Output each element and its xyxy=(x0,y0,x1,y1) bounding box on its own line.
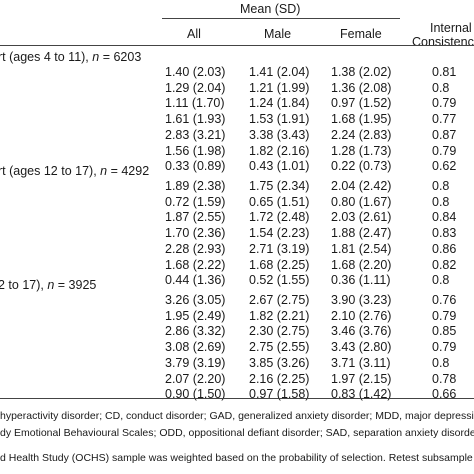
table-cell-mean-male: 0.97 (1.58) xyxy=(249,387,310,402)
table-cell-mean-all: 1.95 (2.49) xyxy=(165,308,226,323)
table-note-line1: hyperactivity disorder; CD, conduct diso… xyxy=(0,410,474,422)
table-cell-mean-all: 1.29 (2.04) xyxy=(165,80,226,95)
table-cell-mean-all: 2.07 (2.20) xyxy=(165,371,226,386)
table-cell-mean-female: 1.68 (1.95) xyxy=(331,112,392,127)
table-cell-mean-all: 1.68 (2.22) xyxy=(165,257,226,272)
header-internal-consistency-line2: Consistency xyxy=(412,35,474,49)
table-cell-mean-all: 0.44 (1.36) xyxy=(165,273,226,288)
table-cell-mean-female: 1.38 (2.02) xyxy=(331,65,392,79)
table-cell-mean-female: 0.22 (0.73) xyxy=(331,159,392,174)
table-cell-internal-consistency: 0.84 xyxy=(432,210,457,225)
table-cell-mean-male: 2.16 (2.25) xyxy=(249,371,310,386)
table-cell-mean-male: 1.21 (1.99) xyxy=(249,80,310,95)
table-cell-mean-female: 2.03 (2.61) xyxy=(331,210,392,225)
table-cell-internal-consistency: 0.76 xyxy=(432,293,457,307)
table-cell-mean-male: 1.72 (2.48) xyxy=(249,210,310,225)
section-label: 2 to 17), n = 3925 xyxy=(0,278,97,292)
table-cell-internal-consistency: 0.79 xyxy=(432,340,457,355)
table-cell-mean-female: 3.46 (3.76) xyxy=(331,324,392,339)
table-cell-mean-all: 1.70 (2.36) xyxy=(165,226,226,241)
table-cell-mean-all: 1.87 (2.55) xyxy=(165,210,226,225)
table-cell-mean-all: 3.79 (3.19) xyxy=(165,355,226,370)
table-note-line3: d Health Study (OCHS) sample was weighte… xyxy=(0,452,474,464)
header-all: All xyxy=(187,27,201,41)
table-cell-mean-male: 1.41 (2.04) xyxy=(249,65,310,79)
table-cell-mean-all: 1.40 (2.03) xyxy=(165,65,226,79)
table-cell-mean-all: 3.26 (3.05) xyxy=(165,293,226,307)
table-cell-mean-male: 2.67 (2.75) xyxy=(249,293,310,307)
table-cell-mean-all: 1.11 (1.70) xyxy=(165,96,225,111)
table-note-line2: dy Emotional Behavioural Scales; ODD, op… xyxy=(0,427,474,439)
table-cell-mean-female: 0.80 (1.67) xyxy=(331,194,392,209)
header-internal-consistency-line1: Internal xyxy=(430,21,472,35)
table-cell-mean-female: 3.90 (3.23) xyxy=(331,293,392,307)
table-cell-internal-consistency: 0.8 xyxy=(432,355,450,370)
table-cell-internal-consistency: 0.79 xyxy=(432,143,457,158)
table-cell-mean-female: 0.36 (1.11) xyxy=(331,273,391,288)
table-cell-internal-consistency: 0.79 xyxy=(432,308,457,323)
table-cell-mean-all: 1.56 (1.98) xyxy=(165,143,226,158)
header-male: Male xyxy=(264,27,292,41)
table-cell-mean-male: 0.65 (1.51) xyxy=(249,194,310,209)
table-cell-mean-male: 2.71 (3.19) xyxy=(249,241,310,256)
table-cell-mean-all: 1.89 (2.38) xyxy=(165,179,226,193)
header-mean-sd: Mean (SD) xyxy=(240,2,301,16)
header-bottom-rule xyxy=(0,45,474,46)
table-cell-mean-all: 2.28 (2.93) xyxy=(165,241,226,256)
table-cell-internal-consistency: 0.79 xyxy=(432,96,457,111)
table-cell-mean-female: 1.81 (2.54) xyxy=(331,241,392,256)
table-cell-mean-female: 3.71 (3.11) xyxy=(331,355,391,370)
table-cell-mean-all: 2.83 (3.21) xyxy=(165,127,226,142)
table-cell-mean-male: 1.75 (2.34) xyxy=(249,179,310,193)
table-cell-mean-all: 0.33 (0.89) xyxy=(165,159,226,174)
table-cell-mean-female: 0.83 (1.42) xyxy=(331,387,392,402)
table-cell-mean-all: 3.08 (2.69) xyxy=(165,340,226,355)
table-cell-mean-male: 1.68 (2.25) xyxy=(249,257,310,272)
table-cell-internal-consistency: 0.87 xyxy=(432,127,457,142)
table-cell-mean-female: 3.43 (2.80) xyxy=(331,340,392,355)
table-cell-internal-consistency: 0.82 xyxy=(432,257,457,272)
table-cell-internal-consistency: 0.62 xyxy=(432,159,457,174)
table-cell-mean-male: 0.52 (1.55) xyxy=(249,273,310,288)
table-cell-internal-consistency: 0.8 xyxy=(432,179,450,193)
table-cell-mean-female: 2.10 (2.76) xyxy=(331,308,392,323)
table-cell-internal-consistency: 0.8 xyxy=(432,194,450,209)
header-mean-sd-rule xyxy=(162,18,400,19)
table-cell-mean-female: 2.04 (2.42) xyxy=(331,179,392,193)
table-cell-mean-male: 1.82 (2.21) xyxy=(249,308,310,323)
table-cell-internal-consistency: 0.8 xyxy=(432,80,450,95)
table-cell-mean-male: 3.85 (3.26) xyxy=(249,355,310,370)
table-cell-internal-consistency: 0.78 xyxy=(432,371,457,386)
table-cell-mean-female: 1.36 (2.08) xyxy=(331,80,392,95)
table-cell-internal-consistency: 0.66 xyxy=(432,387,457,402)
table-cell-internal-consistency: 0.83 xyxy=(432,226,457,241)
table-cell-mean-male: 1.82 (2.16) xyxy=(249,143,310,158)
table-cell-mean-all: 0.72 (1.59) xyxy=(165,194,226,209)
table-cell-mean-all: 1.61 (1.93) xyxy=(165,112,226,127)
table-cell-mean-male: 1.24 (1.84) xyxy=(249,96,310,111)
table-cell-internal-consistency: 0.86 xyxy=(432,241,457,256)
table-cell-mean-male: 2.30 (2.75) xyxy=(249,324,310,339)
table-bottom-rule xyxy=(0,398,474,399)
table-cell-mean-female: 2.24 (2.83) xyxy=(331,127,392,142)
table-cell-internal-consistency: 0.8 xyxy=(432,273,450,288)
table-cell-mean-female: 1.68 (2.20) xyxy=(331,257,392,272)
table-cell-mean-female: 1.28 (1.73) xyxy=(331,143,392,158)
table-cell-mean-male: 1.53 (1.91) xyxy=(249,112,310,127)
table-cell-internal-consistency: 0.77 xyxy=(432,112,457,127)
table-cell-mean-all: 2.86 (3.32) xyxy=(165,324,226,339)
section-label: rt (ages 4 to 11), n = 6203 xyxy=(0,50,142,64)
table-cell-mean-male: 2.75 (2.55) xyxy=(249,340,310,355)
table-cell-mean-female: 1.97 (2.15) xyxy=(331,371,392,386)
table-cell-mean-female: 0.97 (1.52) xyxy=(331,96,392,111)
section-label: rt (ages 12 to 17), n = 4292 xyxy=(0,164,150,178)
table-cell-internal-consistency: 0.81 xyxy=(432,65,457,79)
table-cell-mean-all: 0.90 (1.50) xyxy=(165,387,226,402)
table-cell-mean-male: 1.54 (2.23) xyxy=(249,226,310,241)
table-cell-mean-male: 0.43 (1.01) xyxy=(249,159,310,174)
table-cell-internal-consistency: 0.85 xyxy=(432,324,457,339)
table-cell-mean-female: 1.88 (2.47) xyxy=(331,226,392,241)
table-cell-mean-male: 3.38 (3.43) xyxy=(249,127,310,142)
header-female: Female xyxy=(340,27,382,41)
